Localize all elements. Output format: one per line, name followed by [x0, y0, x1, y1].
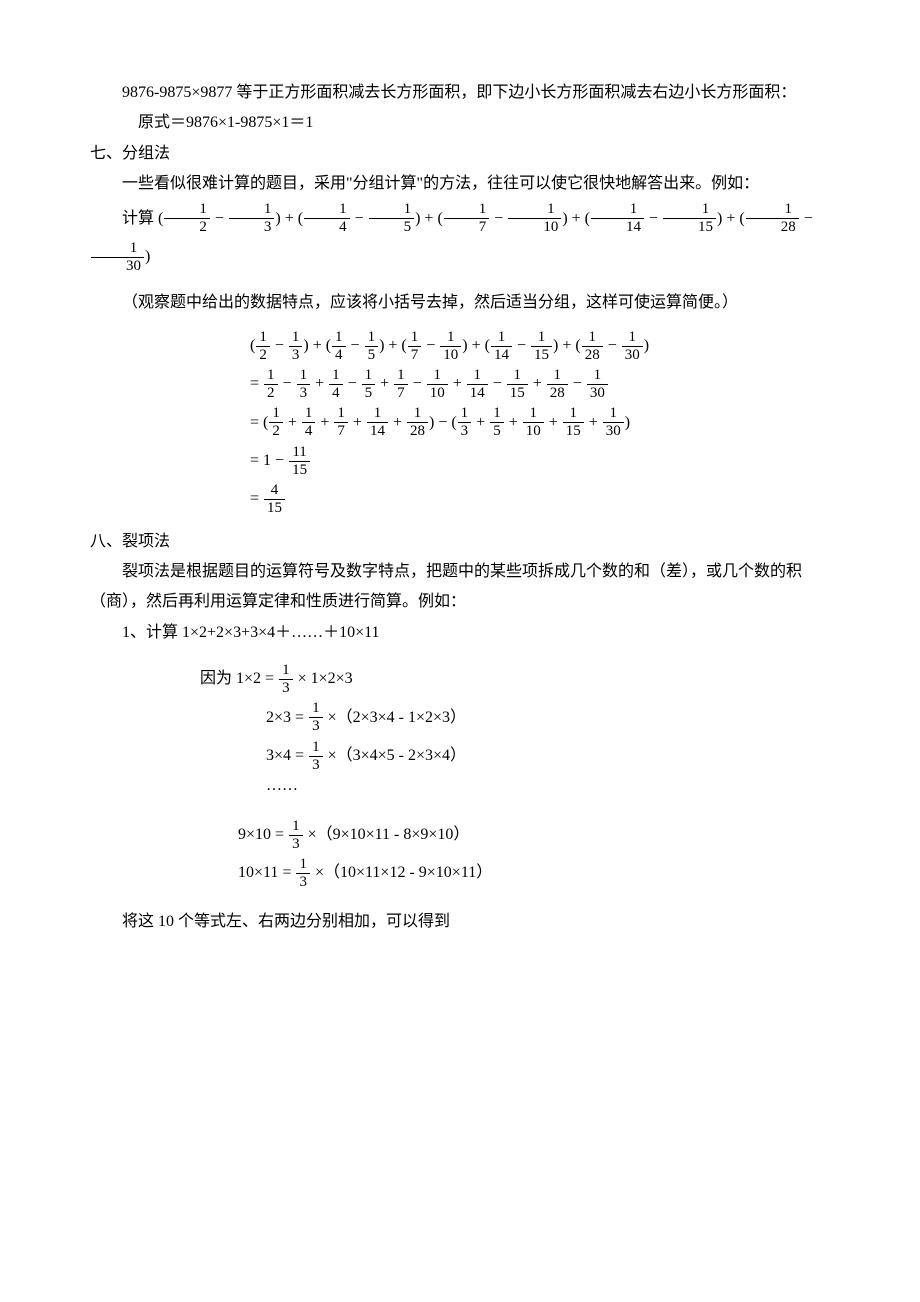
step5: = 415 [250, 480, 830, 518]
frac: 17 [333, 406, 349, 439]
frac: 14 [303, 202, 351, 235]
lhs: 9×10 [238, 826, 271, 843]
section-7-note: （观察题中给出的数据特点，应该将小括号去掉，然后适当分组，这样可使运算简便。） [90, 288, 830, 318]
frac: 114 [466, 368, 489, 401]
frac: 114 [366, 406, 389, 439]
frac: 115 [562, 406, 585, 439]
rhs-minus: 8×9×10 [403, 826, 453, 843]
spacer [90, 893, 830, 907]
frac: 130 [586, 368, 609, 401]
calc-label: 计算 [122, 210, 154, 227]
spacer [90, 319, 830, 327]
lhs: 3×4 [266, 747, 291, 764]
frac: 17 [407, 330, 423, 363]
section-7-p1: 一些看似很难计算的题目，采用"分组计算"的方法，往往可以使它很快地解答出来。例如… [90, 169, 830, 199]
spacer [90, 798, 830, 816]
frac: 12 [268, 406, 284, 439]
frac: 14 [331, 330, 347, 363]
lhs: 2×3 [266, 709, 291, 726]
frac: 110 [426, 368, 449, 401]
paragraph-line1: 9876-9875×9877 等于正方形面积减去长方形面积，即下边小长方形面积减… [90, 78, 830, 108]
frac: 13 [288, 330, 304, 363]
rhs-minus: 2×3×4 [408, 747, 450, 764]
frac-third: 13 [295, 857, 311, 890]
page: 9876-9875×9877 等于正方形面积减去长方形面积，即下边小长方形面积减… [0, 0, 920, 1302]
frac: 13 [228, 202, 276, 235]
sec8-ellipsis: …… [90, 775, 830, 797]
frac: 128 [745, 202, 800, 235]
formula-original: 原式＝9876×1-9875×1＝1 [90, 108, 830, 138]
lhs: 1×2 [236, 670, 261, 687]
step3: = (12 + 14 + 17 + 114 + 128) − (13 + 15 … [250, 404, 830, 442]
rhs-in: 3×4×5 [353, 747, 395, 764]
rhs-in: 9×10×11 [333, 826, 390, 843]
frac: 128 [406, 406, 429, 439]
frac: 1115 [288, 445, 311, 478]
frac: 17 [443, 202, 491, 235]
frac: 17 [393, 368, 409, 401]
frac: 115 [506, 368, 529, 401]
step1: (12 − 13) + (14 − 15) + (17 − 110) + (11… [250, 327, 830, 365]
section-8-item1: 1、计算 1×2+2×3+3×4＋……＋10×11 [90, 618, 830, 648]
frac: 115 [662, 202, 717, 235]
frac: 110 [507, 202, 562, 235]
frac: 15 [364, 330, 380, 363]
spacer [90, 519, 830, 527]
rhs-minus: 1×2×3 [408, 709, 450, 726]
frac: 14 [301, 406, 317, 439]
rhs-minus: 9×10×11 [419, 864, 476, 881]
frac: 15 [361, 368, 377, 401]
sec8-exp9: 9×10 = 13 ×（9×10×11 - 8×9×10） [90, 816, 830, 854]
sec8-because-line: 因为 1×2 = 13 × 1×2×3 [90, 660, 830, 698]
frac-third: 13 [288, 819, 304, 852]
frac: 114 [490, 330, 513, 363]
frac: 128 [581, 330, 604, 363]
section-7-p1-pre: 一些看似很难计算的题目，采用"分组计算"的方法，往往可以使它很快地解答出来。例如… [122, 175, 759, 192]
section-8-p1: 裂项法是根据题目的运算符号及数字特点，把题中的某些项拆成几个数的和（差），或几个… [90, 557, 830, 618]
frac: 15 [368, 202, 416, 235]
sec8-exp3: 3×4 = 13 ×（3×4×5 - 2×3×4） [90, 737, 830, 775]
frac: 114 [590, 202, 645, 235]
frac: 130 [621, 330, 644, 363]
frac: 12 [163, 202, 211, 235]
rhs: 1×2×3 [311, 670, 353, 687]
step4: = 1 − 1115 [250, 442, 830, 480]
frac: 130 [602, 406, 625, 439]
frac: 13 [296, 368, 312, 401]
frac: 110 [439, 330, 462, 363]
frac-third: 13 [278, 663, 294, 696]
frac: 14 [328, 368, 344, 401]
lhs: 10×11 [238, 864, 278, 881]
section-7-title: 七、分组法 [90, 139, 830, 169]
frac-third: 13 [308, 701, 324, 734]
spacer [90, 648, 830, 660]
frac: 110 [522, 406, 545, 439]
frac: 115 [530, 330, 553, 363]
because: 因为 [200, 670, 232, 687]
frac: 13 [457, 406, 473, 439]
rhs-in: 2×3×4 [353, 709, 395, 726]
frac: 415 [263, 483, 286, 516]
section-7-derivation: (12 − 13) + (14 − 15) + (17 − 110) + (11… [90, 327, 830, 519]
rhs-in: 10×11×12 [340, 864, 405, 881]
frac: 12 [255, 330, 271, 363]
frac: 128 [546, 368, 569, 401]
sec8-exp2: 2×3 = 13 ×（2×3×4 - 1×2×3） [90, 699, 830, 737]
sec8-exp10: 10×11 = 13 ×（10×11×12 - 9×10×11） [90, 854, 830, 892]
step2: = 12 − 13 + 14 − 15 + 17 − 110 + 114 − 1… [250, 365, 830, 403]
spacer [90, 276, 830, 288]
frac: 15 [489, 406, 505, 439]
section-8-title: 八、裂项法 [90, 527, 830, 557]
frac-third: 13 [308, 740, 324, 773]
section-7-expression: 计算 (12 − 13) + (14 − 15) + (17 − 110) + … [90, 200, 830, 277]
whole: 1 [263, 452, 271, 469]
section-8-last: 将这 10 个等式左、右两边分别相加，可以得到 [90, 907, 830, 937]
frac: 12 [263, 368, 279, 401]
frac: 130 [90, 241, 145, 274]
